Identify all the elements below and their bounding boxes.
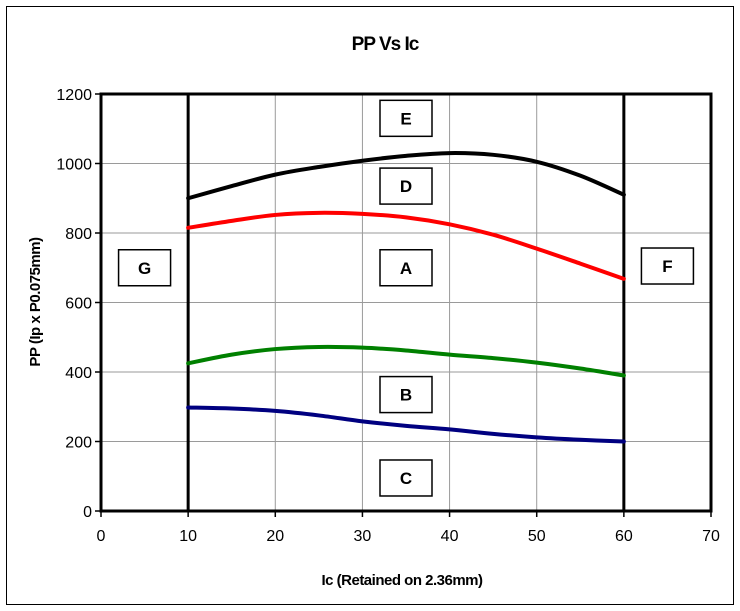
zone-label-e: E [379, 99, 433, 138]
zone-label-text: E [400, 109, 411, 128]
zone-label-d: D [379, 167, 433, 205]
zone-label-text: C [400, 469, 412, 488]
y-tick-label: 1000 [56, 157, 92, 174]
y-tick-label: 400 [65, 365, 92, 382]
zone-label-box [379, 167, 433, 205]
series-line [186, 405, 626, 444]
x-tick-label: 40 [441, 528, 459, 545]
x-axis-title: Ic (Retained on 2.36mm) [321, 572, 483, 589]
x-tick-label: 10 [179, 528, 197, 545]
chart-frame [6, 6, 734, 605]
zone-label-c: C [379, 459, 433, 497]
y-axis-title: PP (Ip x P0.075mm) [27, 237, 44, 367]
y-tick-label: 200 [65, 435, 92, 452]
chart-title: PP Vs Ic [352, 34, 420, 55]
zone-label-box [640, 247, 695, 285]
x-tick-label: 20 [266, 528, 284, 545]
zone-label-b: B [379, 375, 433, 414]
zone-label-text: D [400, 177, 412, 196]
series-group [186, 151, 626, 444]
x-tick-label: 70 [702, 528, 720, 545]
zone-label-box [379, 249, 433, 287]
x-tick-label: 0 [97, 528, 106, 545]
series-line [186, 151, 626, 201]
x-tick-label: 50 [528, 528, 546, 545]
series-line [186, 210, 626, 281]
zone-label-text: B [400, 386, 412, 405]
x-axis-ticks: 0 10 20 30 40 50 60 70 [97, 511, 720, 545]
zone-label-box [379, 459, 433, 497]
zone-label-text: A [400, 259, 412, 278]
y-tick-label: 600 [65, 296, 92, 313]
zone-labels: E D A B C G F [117, 99, 695, 497]
zone-label-text: G [138, 259, 151, 278]
zone-label-text: F [662, 257, 672, 276]
zone-label-g: G [117, 249, 172, 287]
zone-label-box [379, 99, 433, 138]
y-axis-ticks: 0 200 400 600 800 1000 1200 [56, 87, 101, 521]
x-tick-label: 30 [354, 528, 372, 545]
y-tick-label: 800 [65, 226, 92, 243]
zone-label-box [117, 249, 172, 287]
y-tick-label: 0 [83, 504, 92, 521]
zone-label-a: A [379, 249, 433, 287]
series-line [186, 344, 626, 378]
zone-label-f: F [640, 247, 695, 285]
x-tick-label: 60 [615, 528, 633, 545]
zone-label-box [379, 375, 433, 414]
y-tick-label: 1200 [56, 87, 92, 104]
